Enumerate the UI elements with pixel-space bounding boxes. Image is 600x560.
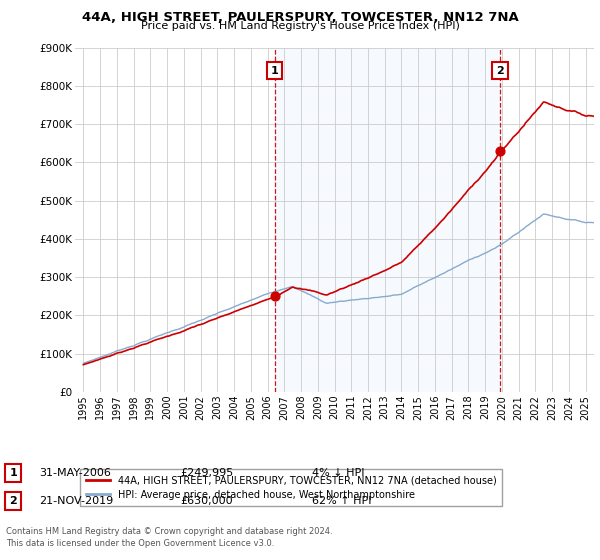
Text: 4% ↓ HPI: 4% ↓ HPI: [312, 468, 365, 478]
Bar: [275, 48, 500, 392]
Text: £630,000: £630,000: [180, 496, 233, 506]
Text: 2: 2: [496, 66, 504, 76]
Point: [495, 147, 505, 156]
Text: Price paid vs. HM Land Registry's House Price Index (HPI): Price paid vs. HM Land Registry's House …: [140, 21, 460, 31]
Text: 1: 1: [271, 66, 278, 76]
Text: 44A, HIGH STREET, PAULERSPURY, TOWCESTER, NN12 7NA: 44A, HIGH STREET, PAULERSPURY, TOWCESTER…: [82, 11, 518, 24]
Legend: 44A, HIGH STREET, PAULERSPURY, TOWCESTER, NN12 7NA (detached house), HPI: Averag: 44A, HIGH STREET, PAULERSPURY, TOWCESTER…: [80, 469, 502, 506]
Text: 21-NOV-2019: 21-NOV-2019: [39, 496, 113, 506]
Text: 62% ↑ HPI: 62% ↑ HPI: [312, 496, 371, 506]
Text: 1: 1: [10, 468, 17, 478]
Text: This data is licensed under the Open Government Licence v3.0.: This data is licensed under the Open Gov…: [6, 539, 274, 548]
Text: 31-MAY-2006: 31-MAY-2006: [39, 468, 111, 478]
Text: £249,995: £249,995: [180, 468, 233, 478]
Text: 2: 2: [10, 496, 17, 506]
Point: [270, 292, 280, 301]
Text: Contains HM Land Registry data © Crown copyright and database right 2024.: Contains HM Land Registry data © Crown c…: [6, 528, 332, 536]
